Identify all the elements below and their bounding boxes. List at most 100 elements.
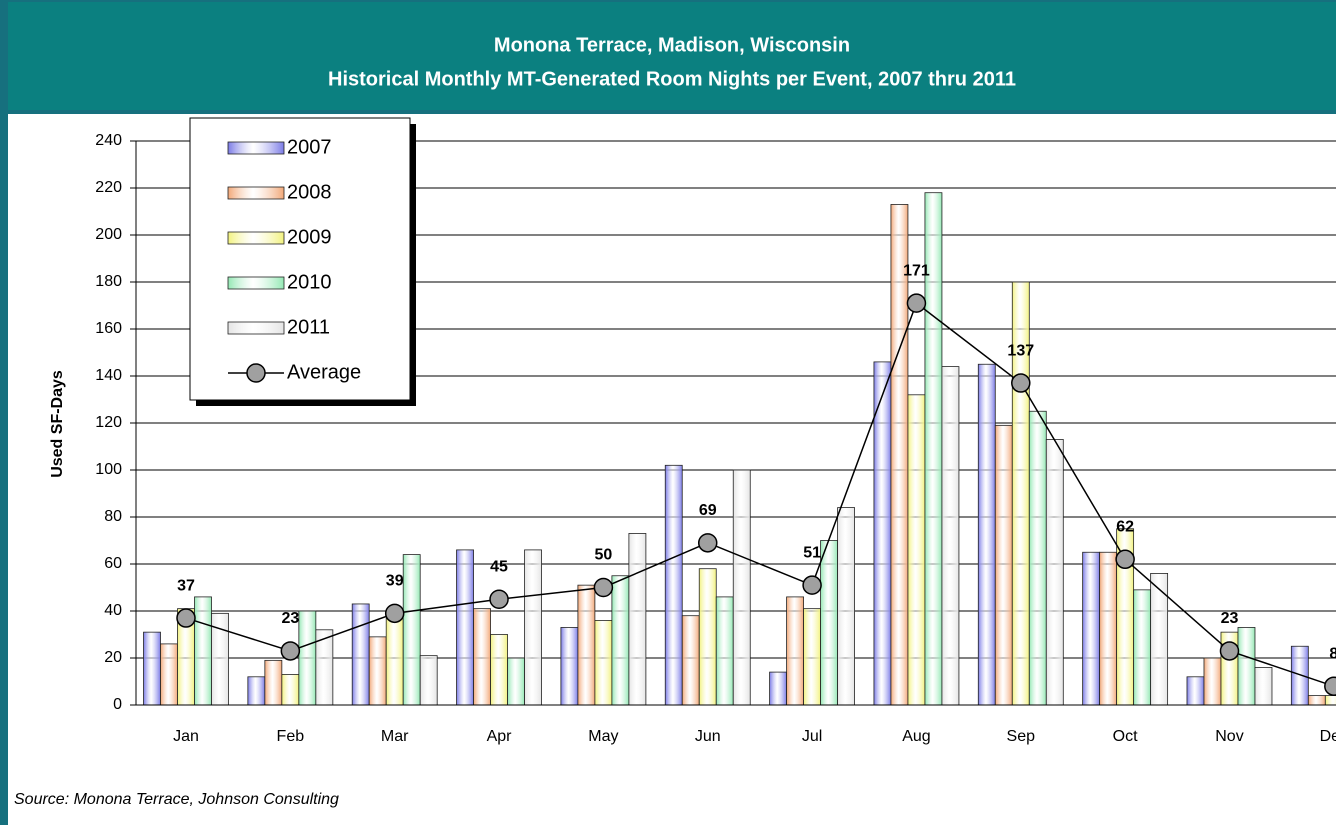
- bar: [1237, 627, 1256, 706]
- bar: [419, 655, 438, 706]
- legend-swatch: [227, 186, 285, 200]
- bar: [351, 603, 370, 706]
- average-marker: [176, 608, 196, 628]
- average-marker: [802, 575, 822, 595]
- data-label: 39: [386, 573, 404, 590]
- bar: [1082, 551, 1101, 706]
- x-tick-label: Jan: [173, 728, 199, 745]
- legend-label: 2010: [287, 271, 332, 293]
- bar: [385, 617, 404, 706]
- data-label: 62: [1116, 519, 1134, 536]
- data-label: 171: [903, 262, 930, 279]
- y-axis-label: Used SF-Days: [49, 370, 66, 478]
- bar: [1133, 589, 1152, 706]
- y-tick-label: 60: [104, 555, 122, 572]
- bar: [715, 596, 734, 706]
- data-label: 69: [699, 502, 717, 519]
- x-tick-label: Jul: [802, 728, 822, 745]
- bar: [247, 676, 266, 706]
- legend-label: 2007: [287, 136, 332, 158]
- data-label: 8: [1329, 645, 1336, 662]
- x-tick-label: Nov: [1215, 728, 1243, 745]
- bar: [507, 657, 525, 706]
- bar: [1324, 695, 1336, 706]
- x-tick-label: Oct: [1113, 728, 1138, 745]
- bar: [402, 554, 421, 706]
- x-tick-label: Feb: [277, 728, 305, 745]
- legend-swatch: [227, 276, 285, 290]
- average-marker: [384, 603, 405, 624]
- average-marker: [906, 293, 927, 313]
- y-tick-label: 100: [95, 461, 122, 478]
- legend-label: 2009: [287, 226, 332, 248]
- legend-label: Average: [287, 361, 361, 383]
- data-label: 51: [803, 544, 821, 561]
- bar: [368, 636, 387, 706]
- y-tick-label: 220: [95, 179, 122, 196]
- bar: [941, 366, 960, 706]
- bar: [1203, 657, 1222, 706]
- bar: [490, 634, 508, 706]
- bar: [664, 464, 683, 706]
- title-band: [8, 2, 1336, 110]
- bar: [698, 568, 717, 706]
- bar: [628, 533, 647, 706]
- legend-swatch: [227, 321, 285, 335]
- bar: [473, 608, 491, 706]
- bar: [143, 631, 161, 706]
- x-tick-label: Mar: [381, 728, 409, 745]
- bar: [1045, 439, 1064, 706]
- x-tick-label: Dec: [1320, 728, 1336, 745]
- bar: [837, 507, 855, 706]
- bar: [732, 469, 751, 706]
- bar: [594, 620, 613, 706]
- bar: [890, 204, 909, 706]
- x-tick-label: May: [588, 728, 618, 745]
- x-tick-label: Apr: [487, 728, 513, 745]
- data-label: 137: [1007, 342, 1034, 359]
- x-tick-label: Aug: [902, 728, 930, 745]
- bar: [907, 394, 926, 706]
- x-tick-label: Jun: [695, 728, 721, 745]
- y-tick-label: 80: [104, 508, 122, 525]
- bar: [820, 540, 838, 706]
- bar: [786, 596, 804, 706]
- chart-title: Monona Terrace, Madison, Wisconsin: [494, 34, 850, 56]
- bar: [160, 643, 178, 706]
- bar: [264, 659, 283, 706]
- data-label: 45: [490, 558, 508, 575]
- data-label: 23: [1221, 610, 1239, 627]
- bar: [873, 361, 892, 706]
- y-tick-label: 180: [95, 273, 122, 290]
- bar: [611, 575, 630, 706]
- bar: [524, 549, 542, 706]
- y-tick-label: 20: [104, 649, 122, 666]
- bar: [1028, 410, 1047, 706]
- y-tick-label: 0: [113, 696, 122, 713]
- data-label: 37: [177, 577, 195, 594]
- bar: [194, 596, 212, 706]
- average-marker: [1115, 549, 1135, 570]
- average-marker: [1011, 373, 1031, 393]
- average-marker: [593, 577, 614, 598]
- bar: [560, 627, 579, 706]
- bar: [281, 674, 300, 706]
- bar: [994, 424, 1013, 706]
- y-tick-label: 120: [95, 414, 122, 431]
- bar: [577, 584, 596, 706]
- y-tick-label: 160: [95, 320, 122, 337]
- legend-marker: [246, 363, 266, 383]
- source-note: Source: Monona Terrace, Johnson Consulti…: [14, 791, 339, 808]
- legend-label: 2011: [287, 316, 330, 338]
- y-tick-label: 200: [95, 226, 122, 243]
- data-label: 50: [594, 547, 612, 564]
- bar: [1150, 573, 1169, 706]
- bar: [977, 363, 996, 706]
- x-tick-label: Sep: [1007, 728, 1036, 745]
- average-marker: [697, 533, 718, 553]
- bar: [456, 549, 474, 706]
- average-marker: [489, 589, 509, 609]
- legend-label: 2008: [287, 181, 332, 203]
- y-tick-label: 40: [104, 602, 122, 619]
